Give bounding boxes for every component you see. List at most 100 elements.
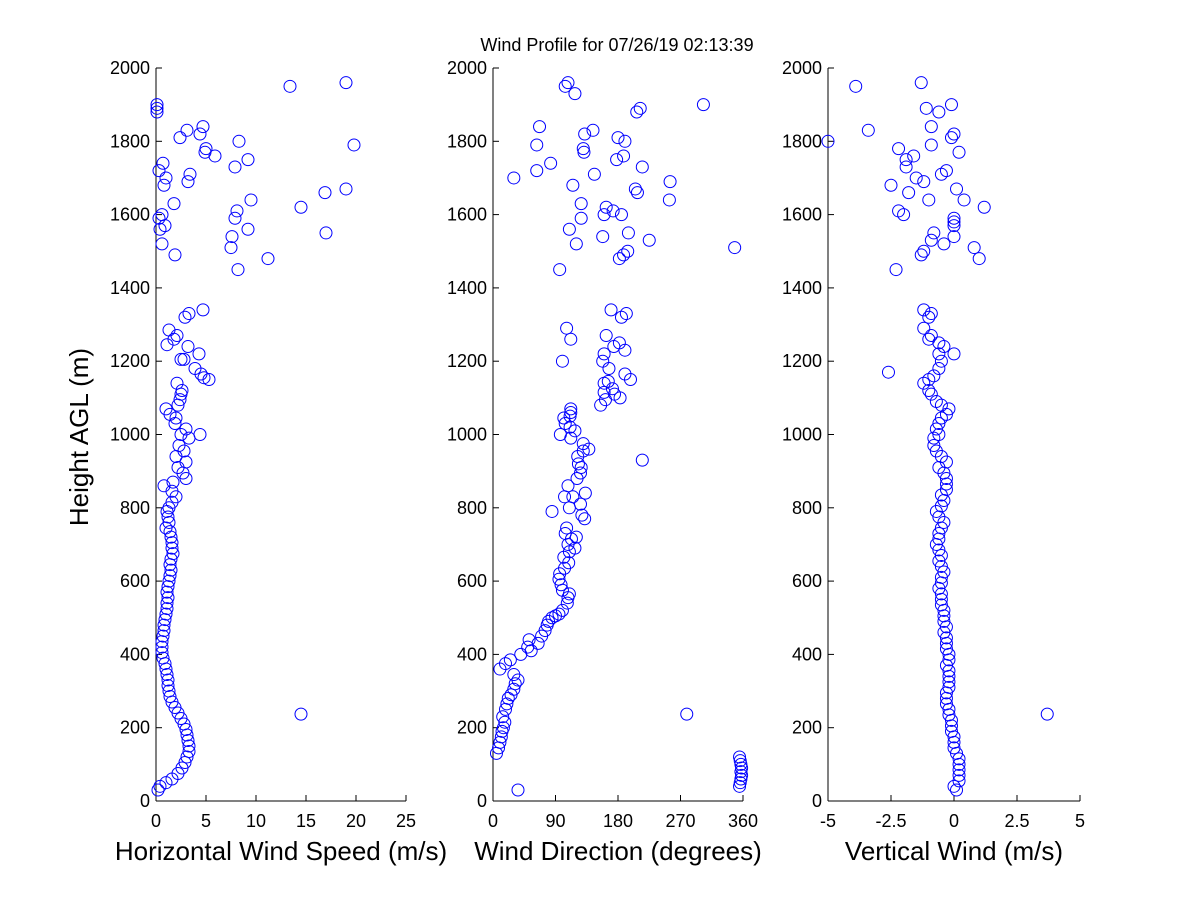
data-point — [576, 142, 590, 156]
data-point — [569, 237, 583, 251]
data-point — [934, 548, 948, 562]
data-point — [967, 241, 981, 255]
panel-wind-direction: 0 200 400 600 800 1000 1200 1400 1600 1800 2000 0 90… — [447, 58, 762, 866]
data-point — [599, 329, 613, 343]
data-point — [162, 574, 176, 588]
data-point — [568, 87, 582, 101]
data-point — [939, 631, 953, 645]
data-point — [571, 457, 585, 471]
y-tick-label: 2000 — [782, 58, 822, 78]
data-point — [183, 167, 197, 181]
data-point — [944, 724, 958, 738]
data-point — [182, 739, 196, 753]
data-point — [499, 657, 512, 671]
data-point — [544, 156, 558, 170]
panel-horizontal-wind-speed: 0 200 400 600 800 1000 1200 1400 1600 1800 2000 0 5 1… — [110, 58, 447, 866]
data-point — [161, 510, 175, 524]
x-tick-label: 10 — [246, 811, 266, 831]
data-point — [554, 578, 568, 592]
data-point — [511, 783, 525, 797]
data-point — [157, 624, 171, 638]
data-point — [167, 197, 181, 211]
x-tick-label: 270 — [665, 811, 695, 831]
data-point — [924, 233, 938, 247]
data-point — [166, 547, 180, 561]
data-point — [917, 175, 931, 189]
data-point — [932, 543, 946, 557]
data-point — [942, 680, 956, 694]
data-point — [161, 673, 175, 687]
data-point — [929, 422, 943, 436]
data-point — [630, 105, 644, 119]
data-point — [934, 499, 948, 513]
data-point — [628, 182, 642, 196]
data-point — [193, 127, 207, 141]
data-point — [574, 197, 588, 211]
data-point — [161, 679, 175, 693]
data-point — [181, 340, 195, 354]
data-point — [597, 385, 611, 399]
data-point — [596, 230, 610, 244]
data-point — [163, 525, 177, 539]
x-tick-label: 0 — [949, 811, 959, 831]
data-point — [932, 526, 946, 540]
data-point — [922, 310, 936, 324]
data-point — [165, 541, 179, 555]
data-point — [914, 248, 928, 262]
x-tick-label: 0 — [488, 811, 498, 831]
data-point — [939, 691, 953, 705]
x-tick-label: 90 — [545, 811, 565, 831]
data-point — [917, 303, 931, 317]
data-point — [156, 651, 170, 665]
data-point — [922, 332, 936, 346]
x-axis-label-direction: Wind Direction (degrees) — [474, 836, 762, 866]
data-point — [564, 332, 578, 346]
data-point — [624, 373, 637, 387]
data-point — [909, 171, 923, 185]
data-point — [587, 167, 601, 181]
x-tick-label: 20 — [346, 811, 366, 831]
data-point — [599, 200, 613, 214]
data-point — [294, 707, 308, 721]
data-point — [173, 131, 187, 145]
data-point — [927, 369, 941, 383]
data-point — [199, 142, 213, 156]
data-point — [173, 393, 187, 407]
data-point — [849, 79, 863, 93]
data-point — [630, 186, 644, 200]
data-point — [932, 336, 946, 350]
data-point — [574, 497, 587, 511]
data-point — [228, 160, 242, 174]
x-tick-label: 0 — [151, 811, 161, 831]
data-point — [552, 572, 566, 586]
data-point — [180, 750, 194, 764]
data-point — [950, 783, 964, 797]
data-point — [157, 178, 171, 192]
data-point — [932, 362, 946, 376]
data-point — [560, 596, 574, 610]
data-point — [160, 602, 174, 616]
data-point — [892, 204, 906, 218]
data-point — [952, 757, 966, 771]
data-point — [530, 164, 544, 178]
data-point — [182, 745, 196, 759]
data-point — [493, 735, 507, 749]
y-tick-label: 1400 — [110, 278, 150, 298]
data-point — [160, 596, 174, 610]
data-point — [196, 303, 210, 317]
data-point — [228, 211, 242, 225]
data-point — [947, 219, 961, 233]
data-point — [179, 455, 193, 469]
data-point — [952, 768, 966, 782]
data-point — [569, 530, 583, 544]
data-point — [168, 248, 182, 262]
data-point — [224, 241, 238, 255]
y-tick-label: 1200 — [447, 351, 487, 371]
data-point — [155, 640, 169, 654]
data-point — [562, 501, 576, 515]
y-tick-label: 400 — [792, 644, 822, 664]
data-point — [932, 554, 946, 568]
x-tick-label: -5 — [820, 811, 836, 831]
data-point — [162, 515, 176, 529]
data-point — [503, 653, 517, 667]
